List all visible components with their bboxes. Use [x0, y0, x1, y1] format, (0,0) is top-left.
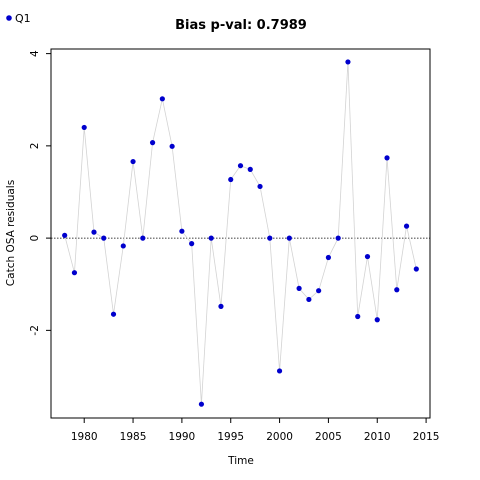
- data-point-1980: [81, 124, 87, 131]
- x-axis-label: Time: [227, 455, 254, 467]
- data-point-2010: [374, 317, 380, 323]
- legend-label: Q1: [15, 12, 31, 25]
- x-tick-label-3: 1995: [217, 431, 244, 443]
- data-point-2000: [276, 368, 283, 374]
- data-point-2014: [413, 266, 419, 272]
- y-tick-label-1: 0: [29, 235, 41, 242]
- x-tick-label-5: 2005: [315, 431, 342, 443]
- data-point-2013: [403, 223, 410, 229]
- data-point-1987: [149, 140, 156, 146]
- series-line-q1: [64, 61, 417, 405]
- data-point-2011: [384, 155, 390, 161]
- data-point-1992: [198, 401, 205, 407]
- x-tick-label-0: 1980: [71, 431, 98, 443]
- data-point-2012: [394, 287, 400, 293]
- y-axis: -2 0 2 4: [29, 50, 51, 336]
- data-point-1984: [120, 243, 126, 249]
- data-point-2004: [316, 288, 322, 294]
- data-point-2007: [345, 59, 351, 65]
- data-point-2005: [325, 254, 332, 261]
- data-point-1991: [189, 241, 195, 247]
- data-point-1983: [110, 311, 117, 317]
- data-point-2006: [335, 235, 341, 241]
- y-tick-label-3: 4: [29, 50, 41, 57]
- x-axis: 1980 1985 1990 1995 2000 2005 2010 2015: [71, 418, 440, 443]
- data-point-1995: [228, 176, 234, 183]
- legend: Q1: [6, 12, 31, 25]
- data-point-2008: [355, 313, 361, 320]
- data-point-1996: [237, 163, 244, 169]
- data-point-1989: [169, 143, 175, 149]
- series-points-q1: [62, 59, 419, 407]
- data-point-1994: [218, 303, 224, 309]
- data-point-1988: [159, 96, 165, 102]
- y-tick-label-2: 2: [29, 143, 41, 150]
- data-point-1979: [71, 270, 78, 276]
- data-point-2003: [306, 296, 312, 303]
- x-tick-label-7: 2015: [413, 431, 440, 443]
- data-point-1990: [179, 228, 185, 234]
- x-tick-label-1: 1985: [120, 431, 147, 443]
- data-point-2009: [364, 253, 371, 260]
- data-point-1993: [208, 235, 214, 241]
- legend-marker: [6, 15, 12, 21]
- data-point-1999: [267, 235, 273, 241]
- data-point-1998: [257, 183, 263, 190]
- chart-title: Bias p-val: 0.7989: [175, 18, 307, 33]
- data-point-1978: [62, 232, 68, 238]
- x-tick-label-4: 2000: [266, 431, 293, 443]
- x-tick-label-6: 2010: [364, 431, 391, 443]
- data-point-2002: [296, 285, 302, 291]
- x-tick-label-2: 1990: [169, 431, 196, 443]
- data-point-1981: [91, 229, 97, 235]
- plot-frame: [50, 48, 431, 419]
- y-tick-label-0: -2: [29, 325, 41, 335]
- data-point-1997: [247, 166, 253, 172]
- data-point-2001: [286, 235, 292, 241]
- data-point-1986: [140, 235, 146, 241]
- y-axis-label: Catch OSA residuals: [5, 180, 17, 286]
- data-point-1982: [101, 235, 107, 241]
- data-point-1985: [130, 158, 136, 165]
